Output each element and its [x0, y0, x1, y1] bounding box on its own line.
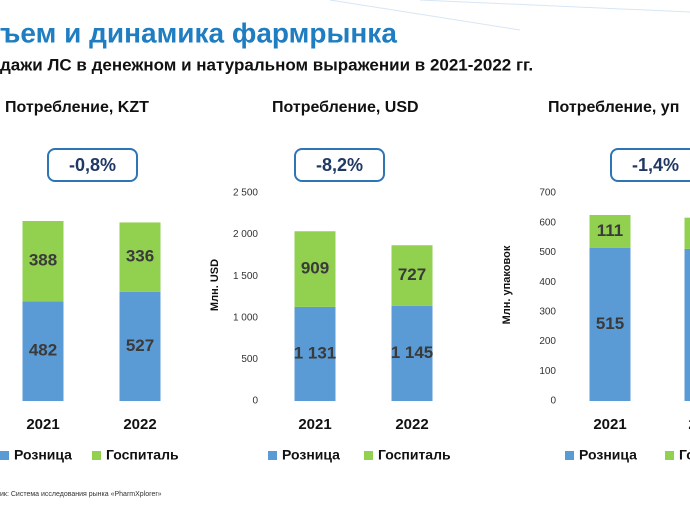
badge-text: -0,8%: [69, 155, 116, 175]
bar-segment: [22, 221, 64, 302]
bar-segment: [391, 305, 433, 401]
bar-segment: [22, 301, 64, 401]
legend-swatch: [665, 451, 674, 460]
y-axis-label: Млн. упаковок: [501, 245, 513, 324]
x-tick-label: 2022: [688, 416, 690, 433]
legend-label: Розница: [579, 447, 637, 463]
badge-box: [294, 148, 385, 182]
x-tick-label: 2021: [593, 416, 626, 433]
bar-segment: [589, 214, 631, 248]
y-tick-label: 2 500: [233, 188, 258, 199]
y-tick-label: 2 000: [233, 229, 258, 240]
y-axis-label: Млн. USD: [209, 259, 221, 311]
data-label: 336: [126, 247, 154, 266]
decor-line: [329, 0, 521, 31]
legend-label: Госпиталь: [679, 447, 690, 463]
chart-title: Потребление, уп: [548, 99, 679, 116]
legend-swatch: [92, 451, 101, 460]
y-tick-label: 0: [550, 396, 556, 407]
legend-swatch: [0, 451, 9, 460]
bar-segment: [294, 231, 336, 307]
bar-segment: [119, 291, 161, 401]
source-note: ик: Система исследования рынка «PharmXpl…: [0, 491, 162, 498]
decor-line: [419, 0, 690, 13]
bar-segment: [119, 222, 161, 292]
legend-swatch: [364, 451, 373, 460]
y-tick-label: 500: [539, 247, 556, 258]
data-label: 727: [398, 265, 426, 284]
slide-subtitle: дажи ЛС в денежном и натуральном выражен…: [0, 55, 533, 74]
data-label: 909: [301, 259, 329, 278]
x-tick-label: 2021: [26, 416, 59, 433]
bar-segment: [684, 217, 690, 249]
badge-text: -1,4%: [632, 155, 679, 175]
legend-label: Госпиталь: [378, 447, 451, 463]
bar-segment: [294, 306, 336, 401]
x-tick-label: 2022: [395, 416, 428, 433]
bar-segment: [589, 247, 631, 401]
chart-title: Потребление, KZT: [5, 99, 149, 116]
legend-label: Розница: [282, 447, 340, 463]
legend-label: Госпиталь: [106, 447, 179, 463]
badge-box: [610, 148, 690, 182]
data-label: 527: [126, 336, 154, 355]
legend-swatch: [268, 451, 277, 460]
x-tick-label: 2022: [123, 416, 156, 433]
y-tick-label: 1 000: [233, 312, 258, 323]
y-tick-label: 700: [539, 188, 556, 199]
data-label: 482: [29, 341, 57, 360]
y-tick-label: 1 500: [233, 271, 258, 282]
y-tick-label: 600: [539, 217, 556, 228]
data-label: 515: [596, 314, 624, 333]
legend-label: Розница: [14, 447, 72, 463]
y-tick-label: 300: [539, 306, 556, 317]
y-tick-label: 0: [252, 396, 258, 407]
chart-title: Потребление, USD: [272, 99, 419, 116]
badge-box: [47, 148, 138, 182]
x-tick-label: 2021: [298, 416, 331, 433]
data-label: 1 145: [391, 343, 434, 362]
data-label: 1 131: [294, 343, 337, 362]
bar-segment: [391, 245, 433, 306]
bar-segment: [684, 248, 690, 401]
y-tick-label: 100: [539, 366, 556, 377]
data-label: 111: [597, 221, 624, 240]
data-label: 388: [29, 251, 57, 270]
y-tick-label: 500: [241, 354, 258, 365]
legend-swatch: [565, 451, 574, 460]
slide-title: ъем и динамика фармрынка: [0, 17, 397, 48]
y-tick-label: 200: [539, 336, 556, 347]
badge-text: -8,2%: [316, 155, 363, 175]
y-tick-label: 400: [539, 277, 556, 288]
